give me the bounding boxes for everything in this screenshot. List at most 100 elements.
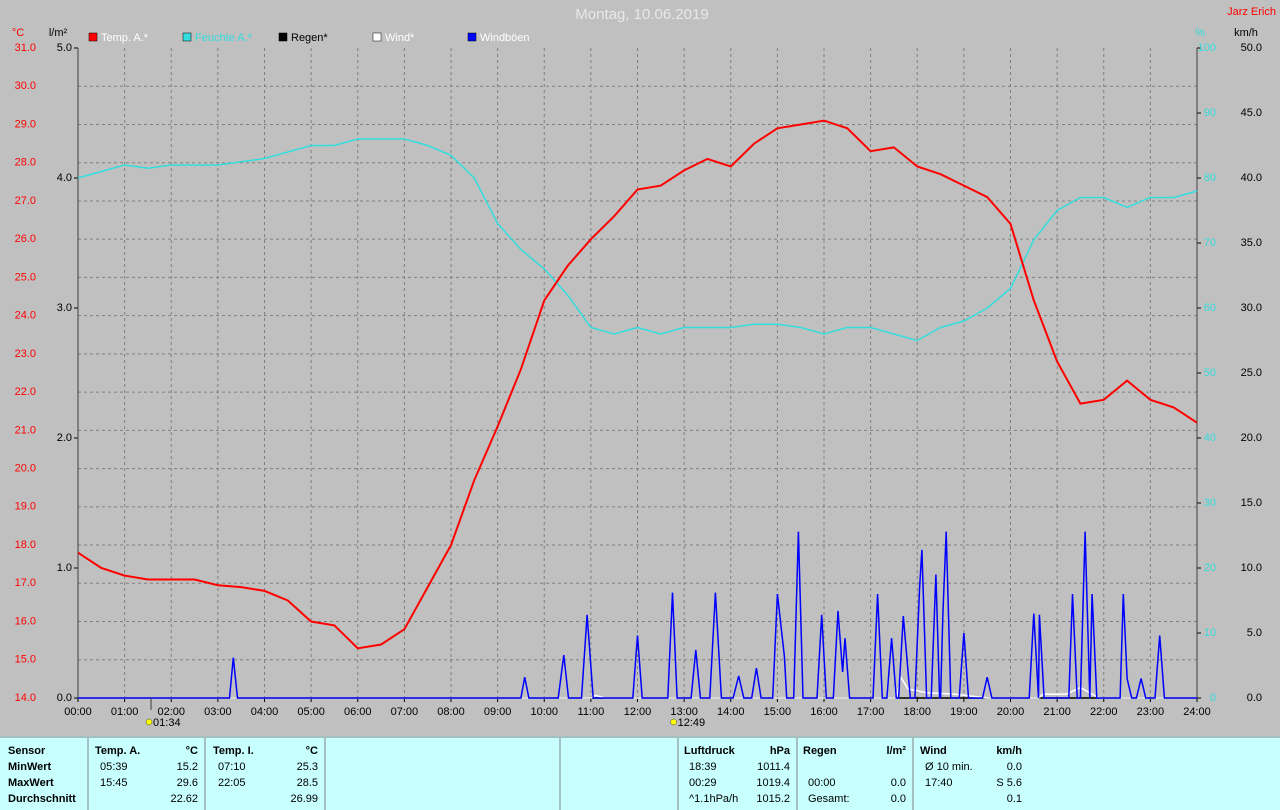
y-unit: °C <box>12 27 24 39</box>
block-unit: l/m² <box>886 745 906 757</box>
block-unit: °C <box>306 745 318 757</box>
table-cell: 26.99 <box>290 793 318 805</box>
x-tick-label: 15:00 <box>764 706 792 718</box>
y3-tick-label: 20 <box>1204 562 1216 574</box>
legend-label: Regen* <box>291 32 328 44</box>
x-tick-label: 13:00 <box>670 706 698 718</box>
y-tick-label: 28.0 <box>15 157 36 169</box>
table-cell: 29.6 <box>177 777 198 789</box>
stats-table-bg <box>0 736 1280 810</box>
table-cell: Gesamt: <box>808 793 850 805</box>
x-tick-label: 17:00 <box>857 706 885 718</box>
table-cell: S 5.6 <box>996 777 1022 789</box>
chart-title: Montag, 10.06.2019 <box>575 6 708 23</box>
table-cell: 22:05 <box>218 777 246 789</box>
table-cell: 1019.4 <box>756 777 790 789</box>
row-label: Durchschnitt <box>8 793 76 805</box>
table-cell: 0.0 <box>1007 761 1022 773</box>
x-tick-label: 12:00 <box>624 706 652 718</box>
x-tick-label: 09:00 <box>484 706 512 718</box>
x-tick-label: 18:00 <box>903 706 931 718</box>
x-tick-label: 00:00 <box>64 706 92 718</box>
x-tick-label: 01:00 <box>111 706 139 718</box>
annotation-label: 01:34 <box>153 717 181 729</box>
y3-tick-label: 30 <box>1204 497 1216 509</box>
y-tick-label: 16.0 <box>15 615 36 627</box>
y2-tick-label: 5.0 <box>57 42 72 54</box>
y2-tick-label: 2.0 <box>57 432 72 444</box>
y-tick-label: 15.0 <box>15 654 36 666</box>
block-title: Regen <box>803 745 837 757</box>
legend-swatch <box>467 32 477 42</box>
table-cell: 25.3 <box>297 761 318 773</box>
y3-tick-label: 90 <box>1204 107 1216 119</box>
y4-tick-label: 20.0 <box>1241 432 1262 444</box>
y4-tick-label: 5.0 <box>1247 627 1262 639</box>
block-unit: °C <box>186 745 198 757</box>
y-tick-label: 26.0 <box>15 233 36 245</box>
table-cell: 0.0 <box>891 793 906 805</box>
background <box>0 0 1280 736</box>
row-label: Sensor <box>8 745 46 757</box>
y-tick-label: 19.0 <box>15 501 36 513</box>
table-cell: 07:10 <box>218 761 246 773</box>
table-cell: 28.5 <box>297 777 318 789</box>
legend-label: Feuchte A.* <box>195 32 253 44</box>
x-tick-label: 21:00 <box>1043 706 1071 718</box>
y3-tick-label: 40 <box>1204 432 1216 444</box>
block-title: Luftdruck <box>684 745 736 757</box>
x-tick-label: 10:00 <box>530 706 558 718</box>
y2-unit: l/m² <box>49 27 68 39</box>
series-line <box>77 138 1198 342</box>
y2-tick-label: 1.0 <box>57 562 72 574</box>
x-tick-label: 08:00 <box>437 706 465 718</box>
table-cell: 15.2 <box>177 761 198 773</box>
table-cell: 0.0 <box>891 777 906 789</box>
table-cell: 18:39 <box>689 761 717 773</box>
annotation-label: 12:49 <box>678 717 706 729</box>
y3-unit: % <box>1195 27 1205 39</box>
y-tick-label: 14.0 <box>15 692 36 704</box>
x-tick-label: 05:00 <box>297 706 325 718</box>
y3-tick-label: 80 <box>1204 172 1216 184</box>
legend-label: Windböen <box>480 32 530 44</box>
block-title: Temp. A. <box>95 745 140 757</box>
y-tick-label: 23.0 <box>15 348 36 360</box>
sun-icon <box>670 718 677 726</box>
block-title: Wind <box>920 745 947 757</box>
stats-table: Sensor MinWert MaxWert Durchschnitt Temp. A.… <box>0 736 1280 810</box>
legend-swatch <box>372 32 382 42</box>
table-cell: 22.62 <box>170 793 198 805</box>
y3-tick-label: 50 <box>1204 367 1216 379</box>
y3-tick-label: 100 <box>1198 42 1216 54</box>
y4-tick-label: 0.0 <box>1247 692 1262 704</box>
x-tick-label: 20:00 <box>997 706 1025 718</box>
y3-tick-label: 0 <box>1210 692 1216 704</box>
y-tick-label: 18.0 <box>15 539 36 551</box>
y4-tick-label: 35.0 <box>1241 237 1262 249</box>
author: Jarz Erich <box>1227 6 1276 18</box>
y2-tick-label: 4.0 <box>57 172 72 184</box>
y4-tick-label: 15.0 <box>1241 497 1262 509</box>
x-tick-label: 03:00 <box>204 706 232 718</box>
y4-unit: km/h <box>1234 27 1258 39</box>
x-tick-label: 19:00 <box>950 706 978 718</box>
y-tick-label: 25.0 <box>15 271 36 283</box>
y4-tick-label: 45.0 <box>1241 107 1262 119</box>
y-tick-label: 21.0 <box>15 424 36 436</box>
x-tick-label: 22:00 <box>1090 706 1118 718</box>
y-tick-label: 31.0 <box>15 42 36 54</box>
x-tick-label: 23:00 <box>1137 706 1165 718</box>
y-tick-label: 24.0 <box>15 310 36 322</box>
x-tick-label: 02:00 <box>157 706 185 718</box>
y3-tick-label: 60 <box>1204 302 1216 314</box>
row-label: MinWert <box>8 761 52 773</box>
y4-tick-label: 40.0 <box>1241 172 1262 184</box>
y4-tick-label: 10.0 <box>1241 562 1262 574</box>
y-tick-label: 27.0 <box>15 195 36 207</box>
table-cell: 05:39 <box>100 761 128 773</box>
y-tick-label: 17.0 <box>15 577 36 589</box>
y-tick-label: 30.0 <box>15 80 36 92</box>
y4-tick-label: 50.0 <box>1241 42 1262 54</box>
y4-tick-label: 25.0 <box>1241 367 1262 379</box>
